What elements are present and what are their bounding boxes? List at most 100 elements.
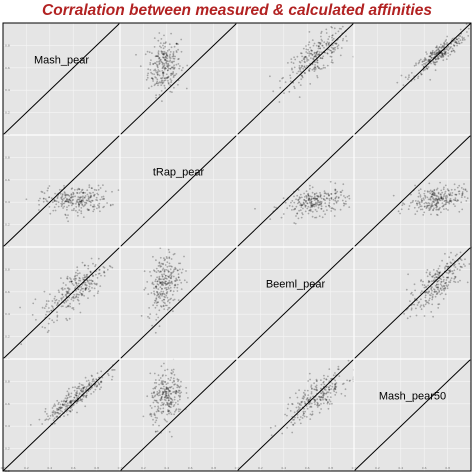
point-1-3	[423, 192, 426, 195]
point-0-1	[164, 55, 167, 58]
point-1-2	[293, 208, 295, 211]
point-2-1	[149, 313, 152, 315]
point-0-1	[160, 81, 162, 84]
point-1-3	[444, 190, 447, 193]
point-3-1	[152, 396, 155, 399]
point-1-0	[88, 197, 91, 199]
point-1-0	[65, 198, 68, 201]
point-3-0	[70, 406, 73, 409]
point-1-2	[300, 196, 303, 199]
point-2-3	[434, 273, 437, 276]
point-3-1	[159, 390, 161, 393]
point-3-1	[152, 392, 155, 394]
point-3-1	[167, 392, 170, 394]
point-2-0	[81, 293, 84, 295]
point-3-0	[70, 399, 72, 402]
point-2-3	[440, 284, 443, 287]
point-1-0	[78, 203, 80, 206]
point-2-1	[167, 281, 170, 284]
point-1-2	[320, 208, 323, 210]
point-1-0	[95, 196, 98, 199]
point-2-0	[82, 287, 84, 290]
point-2-0	[43, 290, 46, 293]
point-3-1	[167, 410, 169, 412]
point-2-3	[410, 307, 413, 310]
point-1-2	[314, 198, 317, 200]
point-1-3	[442, 204, 445, 207]
point-0-2	[303, 72, 306, 74]
point-1-0	[82, 197, 84, 200]
point-1-0	[47, 187, 49, 190]
point-1-0	[72, 202, 75, 205]
point-2-0	[82, 277, 84, 279]
point-3-1	[180, 391, 183, 394]
point-2-0	[72, 296, 75, 298]
point-2-3	[446, 276, 448, 279]
point-1-2	[309, 209, 311, 212]
point-3-1	[177, 389, 180, 392]
point-2-3	[438, 303, 441, 305]
point-0-3	[447, 45, 450, 48]
point-3-1	[152, 401, 155, 404]
point-2-3	[459, 258, 462, 260]
point-1-2	[311, 191, 314, 194]
reference-line-1-2	[236, 134, 355, 248]
point-1-0	[39, 197, 41, 200]
point-3-2	[281, 432, 284, 435]
point-3-0	[85, 392, 88, 394]
point-2-0	[75, 281, 77, 284]
point-1-0	[90, 194, 92, 197]
point-2-0	[64, 294, 67, 296]
point-1-3	[449, 194, 451, 197]
point-1-3	[412, 199, 414, 202]
point-1-3	[451, 194, 453, 197]
point-1-0	[82, 216, 85, 219]
point-1-3	[392, 194, 395, 197]
point-2-1	[181, 268, 184, 271]
point-1-0	[70, 188, 73, 190]
point-3-2	[314, 400, 317, 402]
point-2-0	[85, 284, 88, 287]
point-1-3	[400, 208, 403, 211]
point-1-0	[61, 195, 64, 198]
point-2-1	[176, 283, 179, 286]
point-3-1	[165, 386, 168, 389]
point-0-3	[461, 36, 464, 39]
point-2-1	[175, 279, 178, 281]
point-3-2	[292, 424, 295, 426]
point-3-1	[179, 385, 182, 388]
y-tick-label: 0.6	[5, 402, 10, 406]
point-0-1	[164, 45, 167, 48]
point-0-2	[281, 77, 283, 80]
point-0-3	[436, 55, 439, 58]
point-3-1	[154, 405, 156, 408]
point-2-0	[80, 287, 83, 290]
point-2-0	[56, 316, 59, 318]
point-2-0	[45, 313, 47, 316]
point-3-1	[168, 389, 171, 392]
point-0-2	[303, 57, 306, 59]
point-1-2	[284, 201, 287, 204]
point-2-3	[436, 286, 439, 289]
point-2-1	[158, 278, 160, 281]
point-0-3	[425, 67, 428, 70]
point-2-0	[65, 292, 68, 294]
point-3-2	[334, 383, 337, 386]
point-0-1	[162, 71, 165, 73]
point-2-1	[154, 280, 157, 283]
point-2-3	[435, 293, 438, 295]
point-3-2	[327, 386, 330, 389]
point-2-0	[69, 302, 71, 305]
point-2-1	[159, 297, 162, 299]
point-3-1	[152, 387, 155, 390]
point-1-3	[399, 212, 401, 215]
point-2-3	[427, 292, 429, 295]
point-3-1	[165, 387, 168, 389]
point-3-1	[165, 390, 168, 393]
y-tick-label: 0.4	[5, 424, 10, 428]
point-3-1	[165, 397, 168, 400]
point-0-1	[152, 80, 155, 82]
point-3-1	[168, 406, 171, 408]
point-1-0	[74, 195, 76, 198]
point-3-1	[170, 402, 173, 405]
